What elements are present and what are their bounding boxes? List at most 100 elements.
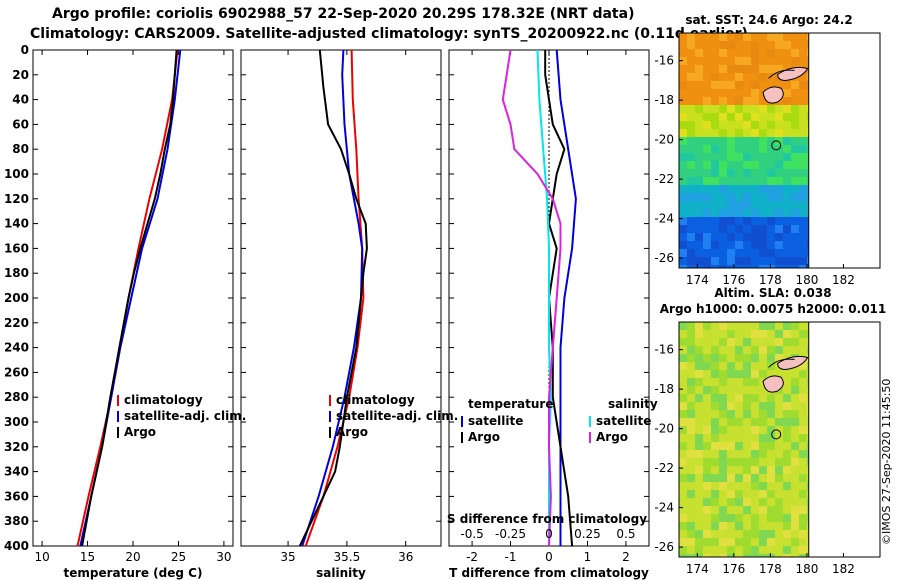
map-cell xyxy=(703,129,711,137)
map-cell xyxy=(791,386,799,394)
map-cell xyxy=(759,249,767,257)
map-cell xyxy=(687,450,695,458)
map-cell xyxy=(695,193,703,201)
map-cell xyxy=(751,33,759,41)
map-cell xyxy=(679,121,687,129)
map-cell xyxy=(711,209,719,217)
map-cell xyxy=(703,418,711,426)
map-cell xyxy=(767,346,775,354)
map-cell xyxy=(727,97,735,105)
map-cell xyxy=(727,137,735,145)
map-cell xyxy=(775,346,783,354)
map-cell xyxy=(759,346,767,354)
map-cell xyxy=(751,346,759,354)
map-cell xyxy=(711,217,719,225)
map-cell xyxy=(767,225,775,233)
map-cell xyxy=(743,418,751,426)
panel-salinity xyxy=(240,49,442,547)
map-cell xyxy=(703,113,711,121)
map-cell xyxy=(719,530,727,538)
map-cell xyxy=(799,322,807,330)
map-cell xyxy=(719,57,727,65)
map-cell xyxy=(783,105,791,113)
map-cell xyxy=(711,241,719,249)
salinity-tick-label: 0.25 xyxy=(574,527,601,541)
map-cell xyxy=(719,354,727,362)
map-cell xyxy=(703,225,711,233)
map-cell xyxy=(727,201,735,209)
map-cell xyxy=(735,225,743,233)
map-cell xyxy=(799,530,807,538)
map-cell xyxy=(687,362,695,370)
map-cell xyxy=(767,257,775,265)
map-cell xyxy=(735,121,743,129)
legend-label: Argo xyxy=(336,425,368,439)
map-cell xyxy=(783,506,791,514)
map-cell xyxy=(751,434,759,442)
map-cell xyxy=(743,217,751,225)
map-cell xyxy=(807,185,809,193)
map-cell xyxy=(687,241,695,249)
map-cell xyxy=(735,257,743,265)
map-xtick-label: 174 xyxy=(686,562,709,576)
map-cell xyxy=(751,490,759,498)
map-cell xyxy=(775,482,783,490)
map-cell xyxy=(775,538,783,546)
map-cell xyxy=(783,402,791,410)
map-cell xyxy=(695,89,703,97)
map-cell xyxy=(807,89,809,97)
panel-temperature xyxy=(32,49,234,547)
map-cell xyxy=(695,434,703,442)
map-cell xyxy=(687,233,695,241)
map-cell xyxy=(751,482,759,490)
map-cell xyxy=(719,362,727,370)
map-cell xyxy=(767,105,775,113)
map-cell xyxy=(775,57,783,65)
map-cell xyxy=(679,498,687,506)
map-cell xyxy=(719,185,727,193)
map-cell xyxy=(799,506,807,514)
map-cell xyxy=(727,546,735,554)
map-cell xyxy=(735,338,743,346)
map-cell xyxy=(759,418,767,426)
map-cell xyxy=(807,394,809,402)
map-cell xyxy=(679,161,687,169)
map-cell xyxy=(751,378,759,386)
map-cell xyxy=(759,530,767,538)
map-cell xyxy=(807,81,809,89)
map-cell xyxy=(751,418,759,426)
map-cell xyxy=(711,257,719,265)
map-cell xyxy=(695,225,703,233)
map-cell xyxy=(775,426,783,434)
map-cell xyxy=(703,153,711,161)
map-ytick-label: -22 xyxy=(654,461,674,475)
map-cell xyxy=(759,402,767,410)
map-cell xyxy=(807,450,809,458)
map-cell xyxy=(687,121,695,129)
map-cell xyxy=(759,209,767,217)
legend-label: Argo xyxy=(596,430,628,444)
map-cell xyxy=(783,169,791,177)
map-cell xyxy=(687,65,695,73)
map-cell xyxy=(727,442,735,450)
series-line-argo xyxy=(298,49,368,547)
map-cell xyxy=(775,65,783,73)
map-cell xyxy=(727,113,735,121)
map-cell xyxy=(807,249,809,257)
map-cell xyxy=(687,514,695,522)
map-cell xyxy=(775,522,783,530)
map-cell xyxy=(695,65,703,73)
map-cell xyxy=(743,546,751,554)
map-cell xyxy=(703,498,711,506)
map-cell xyxy=(767,498,775,506)
map-cell xyxy=(687,418,695,426)
map-cell xyxy=(687,378,695,386)
map-cell xyxy=(767,177,775,185)
map-cell xyxy=(751,522,759,530)
map-cell xyxy=(791,458,799,466)
map-cell xyxy=(703,458,711,466)
map-cell xyxy=(695,490,703,498)
map-cell xyxy=(807,113,809,121)
map-cell xyxy=(735,530,743,538)
map-cell xyxy=(703,209,711,217)
